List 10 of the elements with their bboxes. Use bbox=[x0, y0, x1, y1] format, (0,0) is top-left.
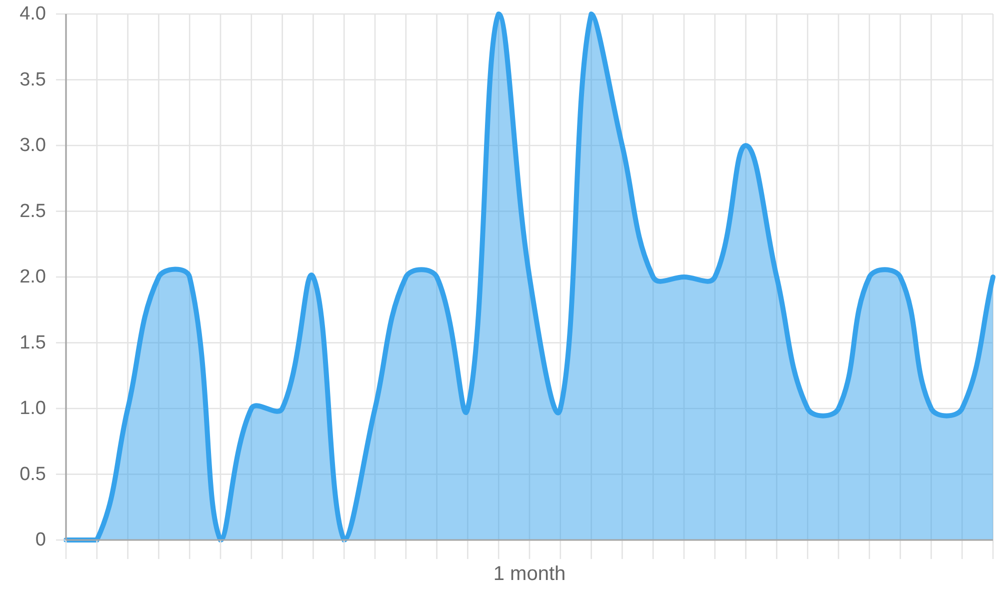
y-tick-label: 1.0 bbox=[20, 398, 46, 419]
y-tick-label: 2.0 bbox=[20, 266, 46, 288]
y-tick-label: 3.0 bbox=[20, 135, 46, 156]
y-tick-label: 1.5 bbox=[20, 332, 46, 354]
y-tick-label: 0 bbox=[35, 530, 46, 550]
y-tick-label: 2.5 bbox=[20, 200, 46, 222]
x-axis-title: 1 month bbox=[493, 563, 566, 585]
y-tick-label: 3.5 bbox=[20, 69, 46, 90]
y-tick-label: 4.0 bbox=[20, 4, 46, 24]
y-tick-label: 0.5 bbox=[20, 464, 46, 485]
